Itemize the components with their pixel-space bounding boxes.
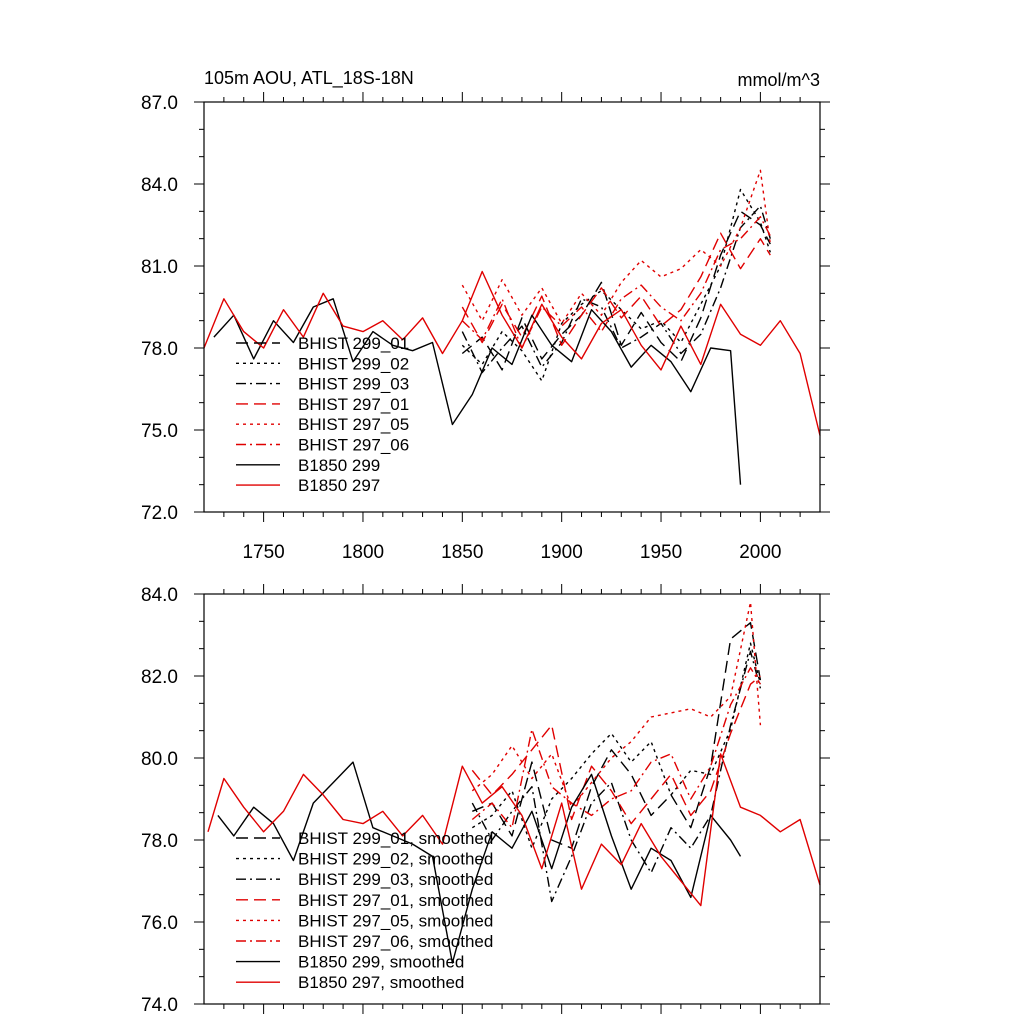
top-legend-label-3: BHIST 297_01 xyxy=(298,395,409,414)
bottom-legend-label-6: B1850 299, smoothed xyxy=(298,953,464,972)
bottom-ytick-label: 74.0 xyxy=(141,995,178,1016)
bottom-series-line-5 xyxy=(471,667,761,829)
top-y-axis: 72.0 75.0 78.0 81.0 84.0 87.0 xyxy=(141,93,830,524)
top-xtick-label: 1800 xyxy=(342,542,384,563)
top-series-line-7 xyxy=(203,270,821,436)
top-chart-title: 105m AOU, ATL_18S-18N xyxy=(204,68,414,89)
top-legend-label-5: BHIST 297_06 xyxy=(298,436,409,455)
top-series-line-0 xyxy=(461,210,771,371)
top-series-lines xyxy=(203,169,821,485)
bottom-legend-label-2: BHIST 299_03, smoothed xyxy=(298,870,493,889)
bottom-ytick-label: 84.0 xyxy=(141,585,178,606)
top-series-line-5 xyxy=(461,216,771,349)
top-ytick-label: 78.0 xyxy=(141,339,178,360)
bottom-legend-label-0: BHIST 299_01, smoothed xyxy=(298,829,493,848)
top-legend-label-0: BHIST 299_01 xyxy=(298,334,409,353)
bottom-legend-label-3: BHIST 297_01, smoothed xyxy=(298,891,493,910)
top-ytick-label: 84.0 xyxy=(141,175,178,196)
bottom-x-axis xyxy=(223,584,801,1014)
top-legend-label-6: B1850 299 xyxy=(298,456,380,475)
top-legend-label-7: B1850 297 xyxy=(298,476,380,495)
top-series-line-2 xyxy=(461,205,771,374)
top-ytick-label: 81.0 xyxy=(141,257,178,278)
top-x-axis: 1750 1800 1850 1900 1950 2000 xyxy=(223,92,801,563)
top-ytick-label: 87.0 xyxy=(141,93,178,114)
bottom-legend-label-5: BHIST 297_06, smoothed xyxy=(298,932,493,951)
bottom-series-line-2 xyxy=(471,650,762,903)
bottom-ytick-label: 76.0 xyxy=(141,913,178,934)
top-legend-label-4: BHIST 297_05 xyxy=(298,415,409,434)
bottom-ytick-label: 80.0 xyxy=(141,749,178,770)
top-legend-label-2: BHIST 299_03 xyxy=(298,375,409,394)
top-series-line-3 xyxy=(461,232,771,346)
top-xtick-label: 1950 xyxy=(640,542,682,563)
bottom-series-line-0 xyxy=(472,622,762,849)
top-panel: 105m AOU, ATL_18S-18N mmol/m^3 72.075.07… xyxy=(141,68,830,563)
top-xtick-label: 1850 xyxy=(441,542,483,563)
top-series-line-6 xyxy=(213,298,742,485)
bottom-ytick-label: 78.0 xyxy=(141,831,178,852)
bottom-series-line-1 xyxy=(471,642,762,849)
bottom-series-line-3 xyxy=(471,675,761,825)
top-xtick-label: 1750 xyxy=(242,542,284,563)
top-ytick-label: 72.0 xyxy=(141,503,178,524)
top-series-line-4 xyxy=(461,169,771,325)
bottom-legend-label-4: BHIST 297_05, smoothed xyxy=(298,911,493,930)
top-ytick-label: 75.0 xyxy=(141,421,178,442)
top-legend-label-1: BHIST 299_02 xyxy=(298,354,409,373)
bottom-y-axis: 74.0 76.0 78.0 80.0 82.0 84.0 xyxy=(141,585,830,1016)
top-plot-frame xyxy=(203,101,821,513)
bottom-series-line-6 xyxy=(217,761,742,964)
top-xtick-label: 2000 xyxy=(739,542,781,563)
bottom-plot-frame xyxy=(203,593,821,1005)
top-xtick-label: 1900 xyxy=(541,542,583,563)
top-series-line-1 xyxy=(461,188,771,382)
bottom-ytick-label: 82.0 xyxy=(141,667,178,688)
bottom-series-line-4 xyxy=(471,601,762,808)
bottom-legend-label-1: BHIST 299_02, smoothed xyxy=(298,850,493,869)
bottom-series-lines xyxy=(207,601,821,964)
bottom-legend-label-7: B1850 297, smoothed xyxy=(298,973,464,992)
bottom-series-line-7 xyxy=(207,753,821,907)
top-chart-units: mmol/m^3 xyxy=(738,70,820,90)
bottom-legend: BHIST 299_01, smoothed BHIST 299_02, smoo… xyxy=(236,829,493,992)
bottom-panel: 74.0 76.0 78.0 80.0 82.0 84.0 BHIST 299_01, s… xyxy=(141,584,830,1016)
